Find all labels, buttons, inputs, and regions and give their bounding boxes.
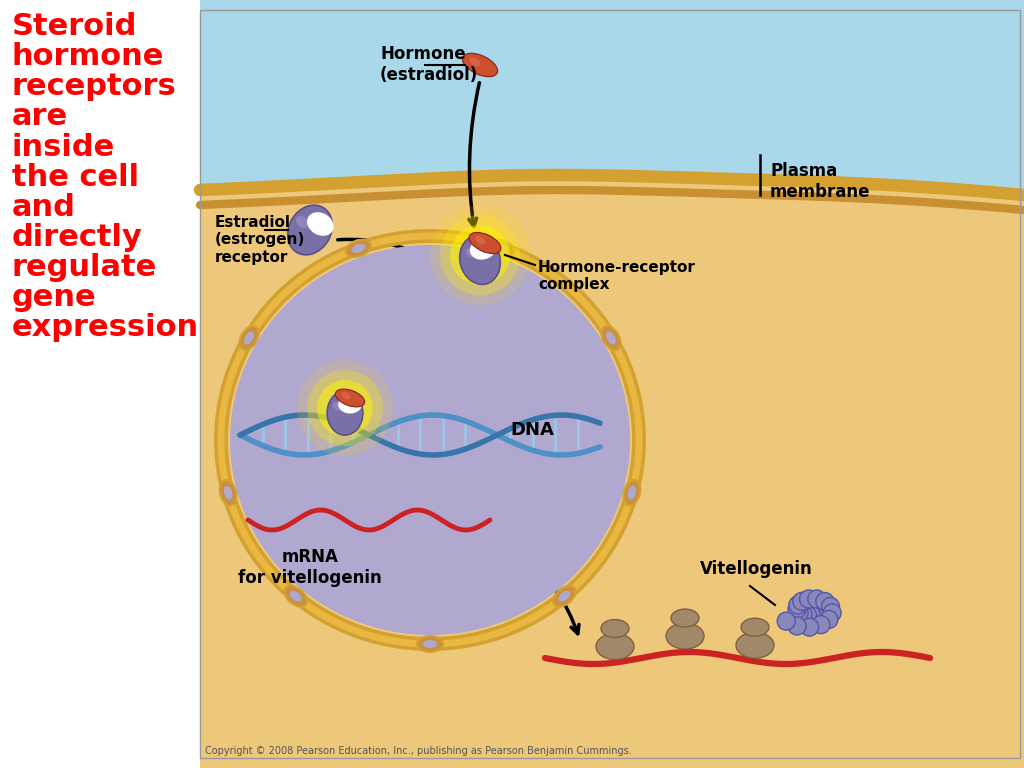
Circle shape xyxy=(794,606,812,624)
Ellipse shape xyxy=(352,244,366,253)
Ellipse shape xyxy=(307,212,334,236)
Ellipse shape xyxy=(601,326,621,350)
Polygon shape xyxy=(200,175,1024,768)
Circle shape xyxy=(440,215,520,295)
Ellipse shape xyxy=(327,391,362,435)
Circle shape xyxy=(788,596,807,614)
Circle shape xyxy=(793,592,811,611)
Circle shape xyxy=(805,604,822,622)
Ellipse shape xyxy=(469,57,480,67)
Circle shape xyxy=(799,607,816,624)
Ellipse shape xyxy=(336,389,365,407)
Text: Hormone
(estradiol): Hormone (estradiol) xyxy=(380,45,478,84)
Polygon shape xyxy=(200,0,1024,195)
Text: Steroid
hormone
receptors
are
inside
the cell
and
directly
regulate
gene
express: Steroid hormone receptors are inside the… xyxy=(12,12,199,343)
Ellipse shape xyxy=(736,632,774,658)
Circle shape xyxy=(805,602,823,621)
Ellipse shape xyxy=(475,236,485,244)
Circle shape xyxy=(297,360,393,456)
Circle shape xyxy=(820,611,838,628)
Ellipse shape xyxy=(666,623,705,649)
Ellipse shape xyxy=(624,480,640,505)
Circle shape xyxy=(430,205,530,305)
Ellipse shape xyxy=(338,395,362,413)
Ellipse shape xyxy=(469,233,501,253)
Ellipse shape xyxy=(288,205,333,255)
Text: Hormone-receptor
complex: Hormone-receptor complex xyxy=(538,260,696,293)
Ellipse shape xyxy=(741,618,769,636)
Ellipse shape xyxy=(240,326,258,350)
Text: Estradiol
(estrogen)
receptor: Estradiol (estrogen) receptor xyxy=(215,215,305,265)
Ellipse shape xyxy=(417,636,443,652)
Ellipse shape xyxy=(489,240,514,257)
Circle shape xyxy=(808,590,826,608)
Circle shape xyxy=(805,601,822,619)
Ellipse shape xyxy=(606,332,615,344)
Ellipse shape xyxy=(466,247,479,257)
Circle shape xyxy=(816,592,834,611)
Ellipse shape xyxy=(341,392,350,399)
Text: mRNA
for vitellogenin: mRNA for vitellogenin xyxy=(239,548,382,587)
Circle shape xyxy=(777,612,796,630)
Circle shape xyxy=(812,616,829,634)
Ellipse shape xyxy=(333,402,344,411)
Ellipse shape xyxy=(470,238,496,260)
Circle shape xyxy=(803,606,820,624)
Ellipse shape xyxy=(628,486,636,500)
Circle shape xyxy=(801,618,818,636)
Ellipse shape xyxy=(671,609,699,627)
Ellipse shape xyxy=(290,591,302,601)
Ellipse shape xyxy=(558,591,570,601)
Ellipse shape xyxy=(601,620,629,637)
Ellipse shape xyxy=(460,236,501,284)
Ellipse shape xyxy=(296,216,308,228)
Circle shape xyxy=(821,598,840,615)
Circle shape xyxy=(317,380,373,436)
Ellipse shape xyxy=(244,332,254,344)
Ellipse shape xyxy=(346,240,371,257)
Ellipse shape xyxy=(423,640,437,648)
Ellipse shape xyxy=(553,586,575,607)
Ellipse shape xyxy=(596,634,634,660)
Ellipse shape xyxy=(230,245,630,635)
Text: DNA: DNA xyxy=(510,421,554,439)
Circle shape xyxy=(791,604,808,621)
Text: Vitellogenin: Vitellogenin xyxy=(700,560,813,578)
Circle shape xyxy=(788,617,806,635)
Circle shape xyxy=(788,600,806,618)
Ellipse shape xyxy=(224,486,232,500)
Circle shape xyxy=(800,590,817,608)
Text: Copyright © 2008 Pearson Education, Inc., publishing as Pearson Benjamin Cumming: Copyright © 2008 Pearson Education, Inc.… xyxy=(205,746,632,756)
Circle shape xyxy=(450,225,510,285)
Circle shape xyxy=(307,370,383,446)
Ellipse shape xyxy=(220,480,237,505)
Text: Plasma
membrane: Plasma membrane xyxy=(770,162,870,200)
Ellipse shape xyxy=(285,586,307,607)
Circle shape xyxy=(823,604,841,622)
Ellipse shape xyxy=(463,53,498,77)
Ellipse shape xyxy=(495,244,508,253)
